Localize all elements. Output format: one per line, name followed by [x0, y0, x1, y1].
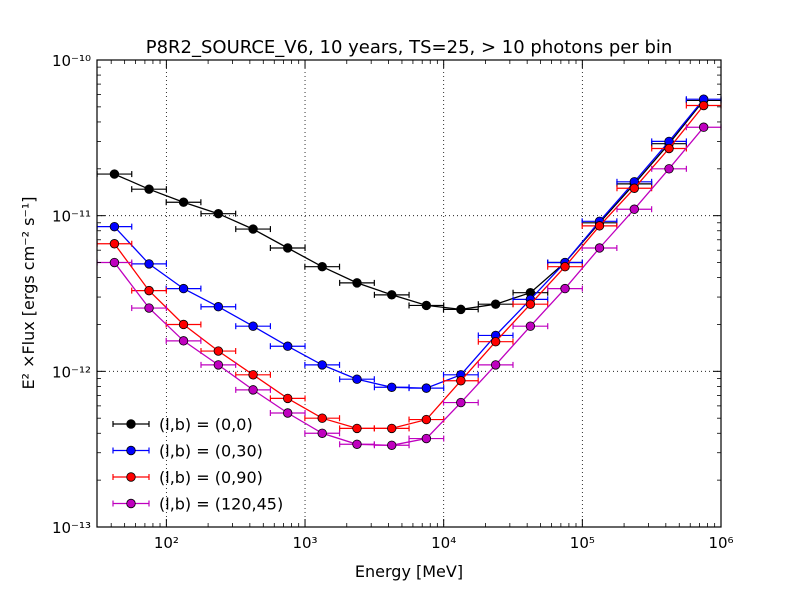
data-point — [421, 383, 432, 393]
data-point — [421, 433, 432, 444]
data-point — [109, 257, 120, 268]
x-axis-label: Energy [MeV] — [355, 562, 463, 581]
series-group — [96, 95, 722, 315]
data-point — [456, 376, 466, 386]
legend-marker — [126, 445, 136, 456]
data-point — [629, 183, 640, 193]
legend-item: (l,b) = (0,0) — [112, 415, 253, 434]
data-point — [213, 208, 224, 219]
series-line — [113, 126, 705, 446]
data-point — [387, 290, 397, 300]
x-tick-label: 10² — [154, 534, 179, 552]
y-tick-label: 10⁻¹⁰ — [52, 52, 91, 70]
data-point — [456, 304, 466, 315]
data-point — [213, 346, 224, 356]
legend-label: (l,b) = (0,90) — [159, 468, 263, 487]
data-point — [317, 360, 327, 370]
data-point — [248, 370, 258, 380]
data-point — [525, 321, 536, 331]
data-point — [352, 374, 362, 384]
legend-marker — [126, 498, 136, 509]
data-point — [490, 299, 501, 309]
data-point — [698, 100, 709, 111]
series-layer — [96, 94, 722, 450]
data-point — [352, 278, 362, 288]
series-group — [96, 100, 722, 434]
data-point — [352, 439, 362, 449]
data-point — [352, 423, 362, 434]
data-point — [387, 440, 397, 450]
data-point — [283, 393, 293, 404]
data-point — [664, 164, 674, 174]
data-point — [283, 408, 293, 418]
data-point — [213, 302, 224, 312]
data-point — [144, 259, 154, 269]
legend-label: (l,b) = (0,0) — [159, 415, 253, 434]
plot-frame — [96, 59, 722, 528]
x-tick-label: 10⁴ — [431, 534, 456, 552]
y-tick-label: 10⁻¹² — [52, 363, 91, 381]
data-point — [109, 221, 120, 232]
data-point — [490, 337, 501, 347]
data-point — [248, 224, 258, 234]
legend-marker — [126, 419, 136, 429]
axis-ticks: 10² 10³ 10⁴ 10⁵ 10⁶ 10⁻¹³ 10⁻¹² 10⁻¹¹ 10⁻¹⁰ — [52, 52, 734, 552]
legend-item: (l,b) = (0,30) — [112, 442, 263, 461]
data-point — [525, 299, 536, 309]
data-point — [317, 262, 327, 272]
data-point — [456, 397, 466, 408]
data-point — [560, 262, 570, 272]
legend-item: (l,b) = (120,45) — [112, 495, 283, 514]
data-point — [560, 283, 570, 294]
x-tick-label: 10⁵ — [570, 534, 595, 552]
data-point — [109, 239, 120, 249]
series-line — [113, 105, 705, 430]
legend-marker — [126, 472, 136, 482]
data-point — [178, 319, 189, 330]
data-point — [178, 197, 189, 207]
series-group — [96, 94, 722, 393]
data-point — [178, 336, 189, 346]
data-point — [421, 300, 432, 311]
data-point — [594, 243, 605, 253]
data-point — [664, 143, 674, 154]
data-point — [144, 303, 154, 313]
data-point — [144, 285, 154, 296]
data-point — [178, 283, 189, 294]
data-point — [387, 382, 397, 392]
x-tick-label: 10⁶ — [708, 534, 733, 552]
y-tick-label: 10⁻¹¹ — [52, 208, 91, 226]
data-point — [629, 204, 640, 214]
chart-title: P8R2_SOURCE_V6, 10 years, TS=25, > 10 ph… — [146, 37, 673, 58]
data-point — [698, 122, 709, 132]
data-point — [144, 184, 154, 194]
data-point — [283, 341, 293, 351]
legend-label: (l,b) = (0,30) — [159, 442, 263, 461]
legend-label: (l,b) = (120,45) — [159, 495, 283, 514]
data-point — [109, 169, 120, 179]
series-line — [114, 99, 705, 311]
legend-item: (l,b) = (0,90) — [112, 468, 263, 487]
data-point — [387, 423, 397, 434]
series-line — [113, 98, 705, 389]
data-point — [248, 321, 258, 331]
data-point — [213, 360, 224, 370]
data-point — [283, 243, 293, 253]
y-tick-label: 10⁻¹³ — [52, 519, 91, 537]
y-axis-label: E² ×Flux [ergs cm⁻² s⁻¹] — [19, 196, 38, 389]
data-point — [421, 414, 432, 425]
data-point — [490, 360, 501, 370]
data-point — [594, 221, 605, 231]
data-point — [317, 413, 327, 423]
legend: (l,b) = (0,0) (l,b) = (0,30) (l,b) = (0,90… — [112, 415, 283, 514]
x-tick-label: 10³ — [292, 534, 317, 552]
data-point — [317, 428, 327, 438]
series-group — [96, 122, 722, 450]
data-point — [248, 385, 258, 395]
